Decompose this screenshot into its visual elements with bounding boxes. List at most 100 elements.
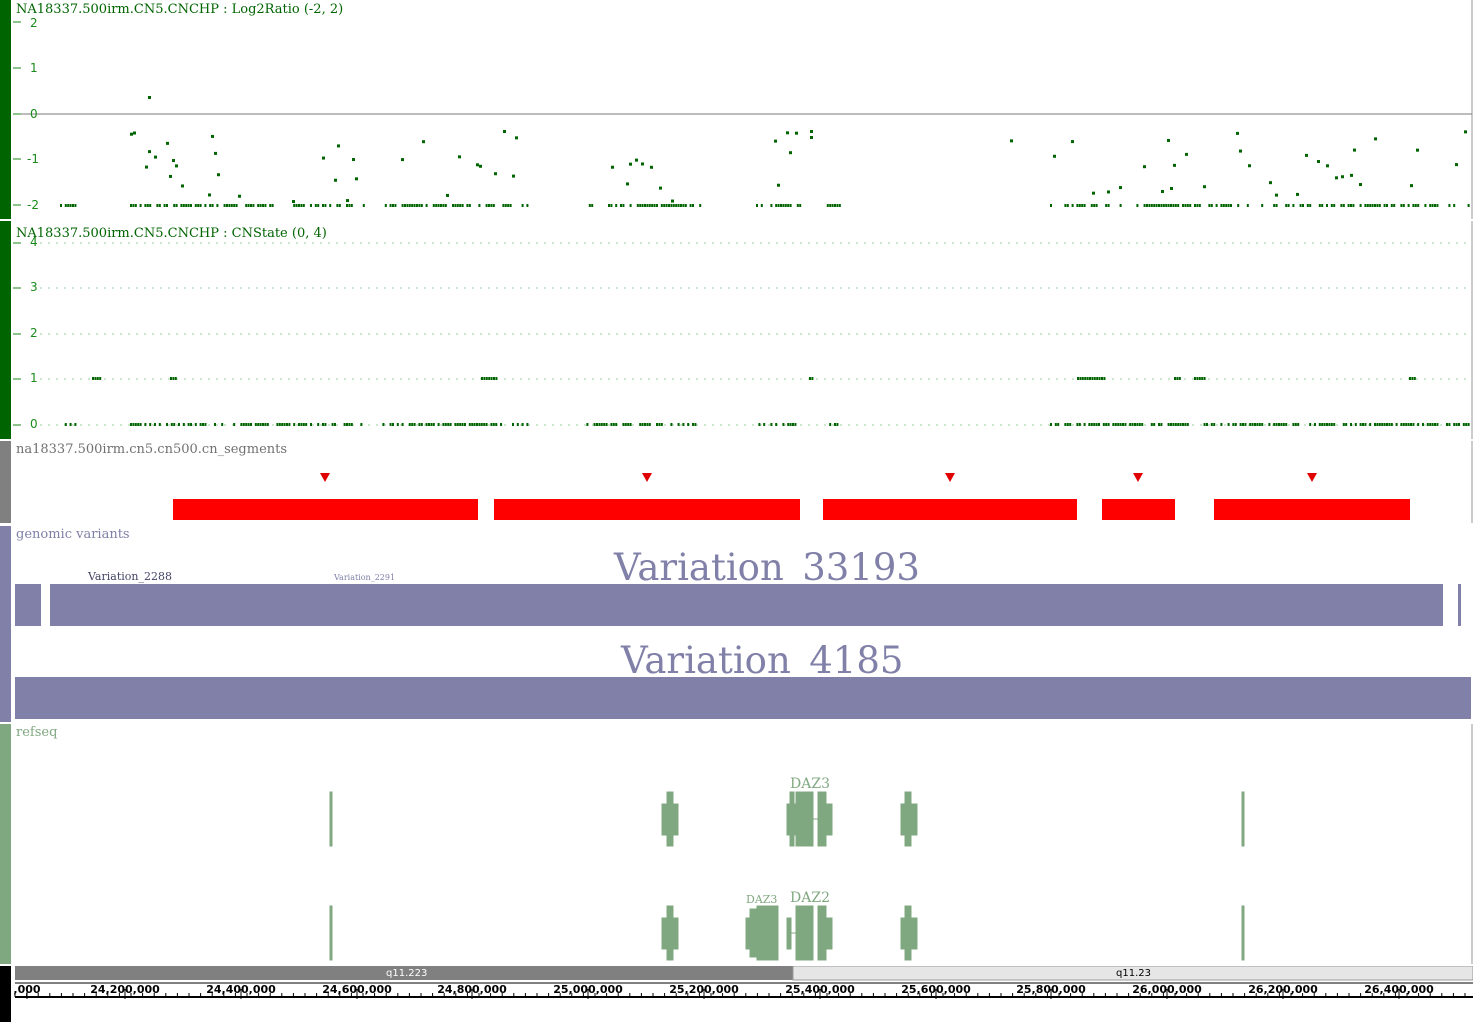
- variant-label-2291[interactable]: Variation_2291: [334, 573, 396, 582]
- log2-point: [629, 204, 632, 207]
- variant-label-4185[interactable]: Variation_4185: [621, 639, 904, 682]
- log2-point: [611, 165, 614, 169]
- track-handle-variants[interactable]: [0, 526, 11, 722]
- variant-bar-tiny-right: [1458, 584, 1461, 626]
- variant-label-2288[interactable]: Variation_2288: [88, 570, 172, 583]
- cn-point: [603, 423, 606, 426]
- cn-point: [1203, 377, 1206, 380]
- log2-point: [521, 204, 524, 207]
- log2-point: [641, 204, 644, 207]
- log2-point: [507, 204, 510, 207]
- cn-point: [670, 423, 673, 426]
- cn-point: [1328, 423, 1331, 426]
- cn-point: [1374, 423, 1376, 426]
- cn-point: [792, 423, 794, 426]
- cn-point: [170, 423, 173, 426]
- cn-point: [1402, 423, 1405, 426]
- log2-point: [228, 204, 231, 207]
- track-handle-segments[interactable]: [0, 441, 11, 523]
- log2-point: [503, 130, 506, 134]
- cn-point: [605, 423, 608, 426]
- cn-point: [334, 423, 336, 426]
- track-handle-refseq[interactable]: [0, 724, 11, 964]
- log2-point: [158, 204, 161, 207]
- cn-point: [194, 423, 197, 426]
- log2-point: [786, 131, 789, 135]
- log2-point: [504, 204, 507, 207]
- cn-point: [1409, 377, 1411, 380]
- cn-point: [480, 423, 483, 426]
- log2-point: [223, 204, 226, 207]
- cn-point: [1050, 423, 1052, 426]
- log2-point: [1412, 204, 1415, 207]
- log2-point: [317, 204, 320, 207]
- segment-marker-3: [945, 473, 955, 482]
- cn-point: [1134, 423, 1136, 426]
- variant-bar-small-left: [15, 584, 41, 626]
- gene-label-daz3[interactable]: DAZ3: [746, 893, 778, 906]
- log2-point: [692, 204, 694, 207]
- log2-point: [298, 204, 300, 207]
- cn-point: [526, 423, 529, 426]
- log2-point: [1467, 204, 1470, 207]
- cn-point: [437, 423, 440, 426]
- cn-point: [1326, 423, 1328, 426]
- cn-point: [1093, 377, 1096, 380]
- cn-point: [454, 423, 457, 426]
- log2-point: [1410, 184, 1413, 188]
- log2-point: [355, 177, 358, 181]
- log2-point: [756, 204, 758, 207]
- log2-point: [67, 204, 70, 207]
- log2-point: [204, 204, 207, 207]
- log2-point: [1386, 204, 1388, 207]
- gene-label-daz2[interactable]: DAZ2: [790, 890, 830, 906]
- log2-point: [653, 204, 656, 207]
- log2-point: [1071, 204, 1074, 207]
- cn-point: [242, 423, 245, 426]
- log2-point: [1167, 204, 1170, 207]
- log2-point: [329, 204, 332, 207]
- cn-point: [233, 423, 236, 426]
- log2-point: [1302, 204, 1304, 207]
- cn-point: [1400, 423, 1403, 426]
- cn-point: [221, 423, 224, 426]
- cn-point: [1234, 423, 1237, 426]
- log2-point: [1366, 204, 1369, 207]
- cn-point: [286, 423, 288, 426]
- log2-point: [1225, 204, 1228, 207]
- segment-marker-2: [642, 473, 652, 482]
- cn-point: [770, 423, 773, 426]
- track-handle-log2ratio[interactable]: [0, 0, 11, 219]
- log2-point: [1136, 204, 1139, 207]
- ruler-tick-11: 26,200,000: [1248, 983, 1318, 996]
- cn-point: [92, 377, 94, 380]
- cn-point: [809, 377, 811, 380]
- cn-point: [1210, 423, 1213, 426]
- ruler-tick-7: 25,400,000: [785, 983, 855, 996]
- log2-point: [620, 204, 622, 207]
- track-title-segments: na18337.500irm.cn5.cn500.cn_segments: [16, 442, 288, 457]
- cn-point: [447, 423, 450, 426]
- gene-label-daz-top[interactable]: DAZ3: [790, 776, 830, 792]
- log2-point: [1287, 204, 1290, 207]
- cn-point: [1431, 423, 1434, 426]
- log2-point: [300, 204, 303, 207]
- cn-point: [324, 423, 327, 426]
- log2-point: [668, 204, 670, 207]
- track-handle-ruler[interactable]: [0, 966, 11, 1022]
- log2-point: [774, 139, 777, 143]
- log2-point: [1185, 152, 1188, 156]
- log2-point: [1352, 204, 1355, 207]
- log2-point: [235, 204, 238, 207]
- cn-tick-4: 4: [30, 235, 38, 249]
- variant-label-33193[interactable]: Variation_33193: [614, 546, 920, 589]
- cn-point: [382, 423, 385, 426]
- cn-point: [787, 423, 790, 426]
- log2-point: [440, 204, 442, 207]
- log2-point: [1230, 204, 1232, 207]
- cn-point: [1426, 423, 1429, 426]
- log2-point: [310, 204, 312, 207]
- log2-point: [334, 178, 337, 182]
- log2-point: [172, 159, 175, 163]
- track-handle-cnstate[interactable]: [0, 221, 11, 439]
